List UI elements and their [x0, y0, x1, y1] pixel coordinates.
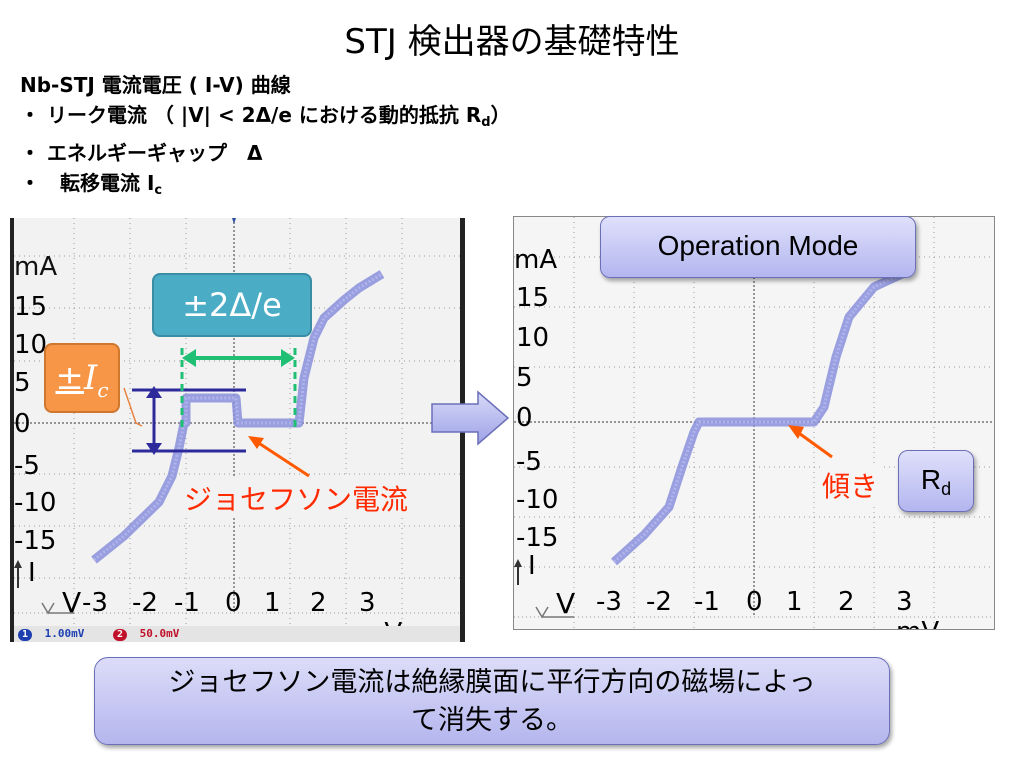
channel2-scale: 50.0mV — [139, 627, 180, 640]
right-x-axis-label: V — [556, 587, 576, 620]
bullet-list: Nb-STJ 電流電圧 ( I-V) 曲線 ・ リーク電流 （ |V| < 2Δ… — [20, 70, 511, 206]
right-xtick: -2 — [646, 587, 672, 617]
right-ytick: -5 — [516, 447, 542, 477]
bullet-transfer-current: ・ 転移電流 Ic — [20, 168, 511, 206]
gap-label: ±2Δ/e — [182, 286, 282, 324]
bullet-transfer-text: ・ 転移電流 I — [20, 171, 155, 195]
conclusion-box: ジョセフソン電流は絶縁膜面に平行方向の磁場によっ て消失する。 — [94, 657, 890, 745]
right-ytick: 10 — [516, 323, 550, 353]
operation-mode-label: Operation Mode — [657, 230, 859, 261]
right-ytick: 0 — [516, 403, 533, 433]
left-x-axis-label: V — [62, 586, 82, 619]
left-ytick: -15 — [14, 526, 57, 556]
left-xtick: 2 — [310, 588, 327, 618]
ic-callout: ±Ic — [44, 343, 120, 413]
left-ytick: 5 — [14, 368, 31, 398]
bullet-header: Nb-STJ 電流電圧 ( I-V) 曲線 — [20, 73, 291, 97]
right-y-axis-label: I — [528, 551, 536, 581]
ic-label-pm: ± — [55, 358, 84, 398]
channel2-badge: 2 — [113, 629, 127, 641]
left-unit-label: mA — [14, 252, 58, 282]
left-ytick: -10 — [14, 488, 57, 518]
right-xtick: 0 — [746, 587, 763, 617]
transition-arrow — [431, 390, 510, 446]
rd-callout: Rd — [898, 450, 974, 512]
left-xtick: -2 — [132, 588, 158, 618]
conclusion-line-2: て消失する。 — [411, 705, 573, 736]
josephson-current-label: ジョセフソン電流 — [180, 478, 413, 518]
right-xtick: -3 — [596, 587, 622, 617]
conclusion-line-1: ジョセフソン電流は絶縁膜面に平行方向の磁場によっ — [168, 667, 816, 698]
left-xtick: -3 — [82, 588, 108, 618]
right-unit-label: mA — [514, 245, 558, 275]
left-y-axis-label: I — [28, 558, 36, 588]
right-xtick: 1 — [786, 587, 803, 617]
slope-label: 傾き — [820, 465, 881, 505]
bullet-transfer-subscript: c — [154, 183, 163, 198]
bullet-leak-subscript: d — [481, 115, 491, 130]
slide-title: STJ 検出器の基礎特性 — [344, 22, 680, 62]
gap-callout: ±2Δ/e — [152, 273, 312, 337]
right-ytick: 15 — [516, 283, 550, 313]
left-xtick: 0 — [225, 588, 242, 618]
right-xtick: -1 — [694, 587, 720, 617]
scope-status-bar: 1 1.00mV 2 50.0mV — [14, 626, 460, 642]
left-xtick: 1 — [264, 588, 281, 618]
ic-label-i: I — [83, 358, 98, 398]
bullet-leak-close: ） — [490, 103, 511, 127]
right-scope-screen: mA 15 10 5 0 -5 -10 -15 I V -3 -2 -1 0 1… — [513, 216, 995, 630]
right-ytick: 5 — [516, 363, 533, 393]
left-ytick: 0 — [14, 409, 31, 439]
rd-letter: R — [920, 464, 942, 495]
right-xtick: 3 mV — [896, 587, 939, 629]
bullet-leak-current: ・ リーク電流 （ |V| < 2Δ/e における動的抵抗 Rd） — [20, 100, 511, 138]
left-ytick: 10 — [14, 330, 48, 360]
right-ytick: -10 — [516, 485, 559, 515]
rd-subscript: d — [941, 479, 952, 499]
left-ytick: -5 — [14, 451, 40, 481]
left-iv-curve — [91, 270, 385, 564]
bullet-leak-text: ・ リーク電流 （ |V| < 2Δ/e における動的抵抗 R — [20, 103, 482, 127]
right-xtick: 2 — [838, 587, 855, 617]
operation-mode-callout: Operation Mode — [600, 216, 916, 278]
left-ytick: 15 — [14, 292, 48, 322]
bullet-energy-gap: ・ エネルギーギャップ Δ — [20, 141, 263, 165]
right-ytick: -15 — [516, 523, 559, 553]
right-scope-plot — [514, 217, 994, 629]
channel1-scale: 1.00mV — [44, 627, 85, 640]
left-xtick: -1 — [174, 588, 200, 618]
channel1-badge: 1 — [18, 629, 32, 641]
ic-label-sub: c — [97, 378, 109, 402]
